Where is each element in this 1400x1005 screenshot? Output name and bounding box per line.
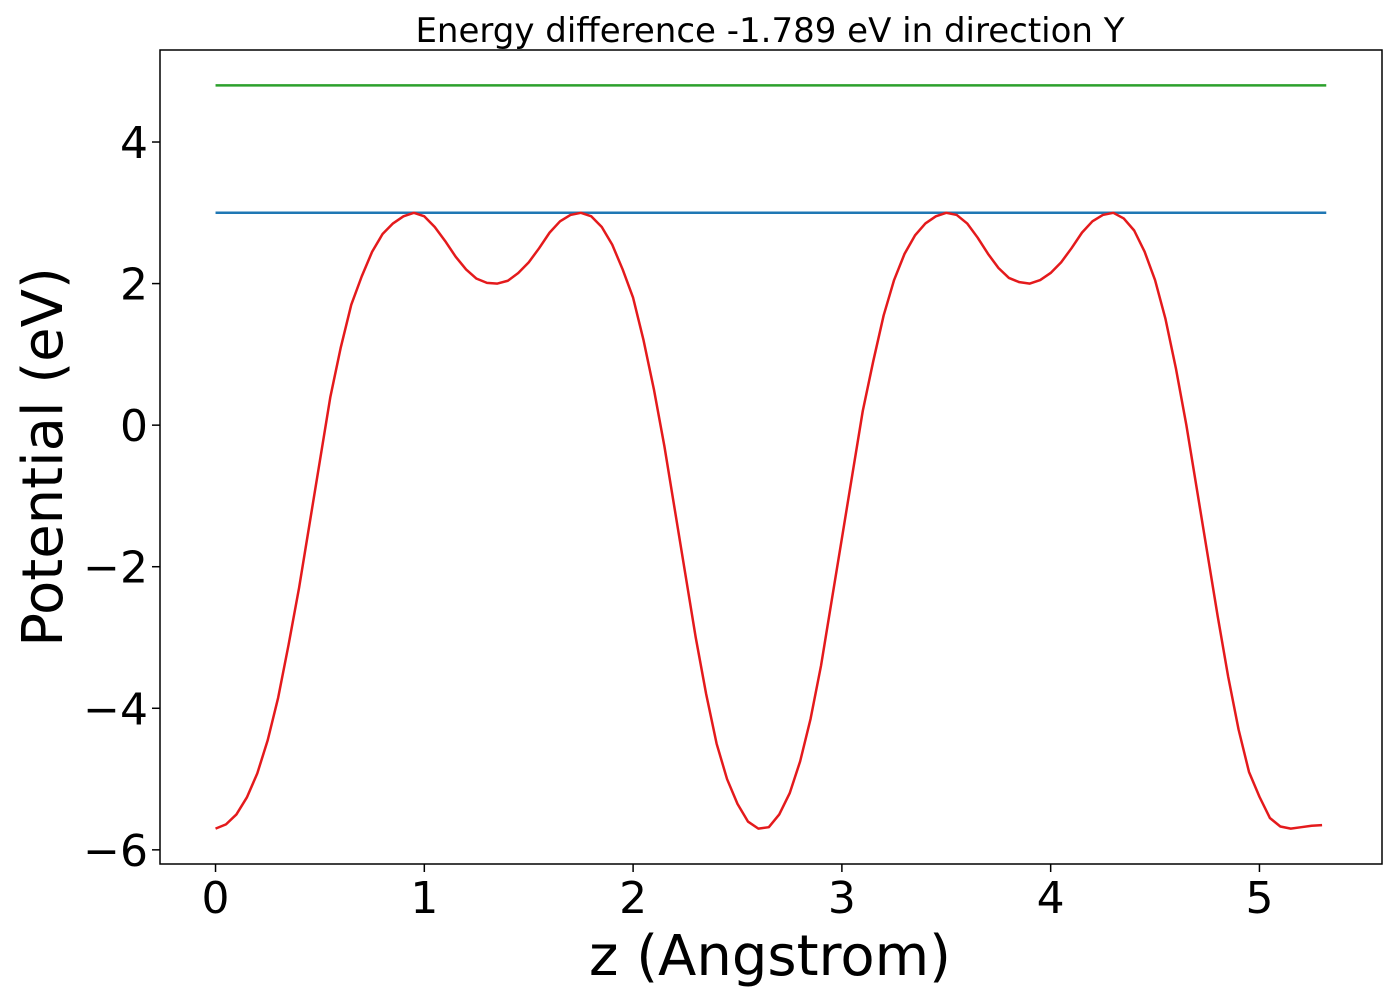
y-tick-label: −4 — [83, 684, 148, 735]
x-axis: 0 1 2 3 4 5 — [202, 864, 1273, 924]
x-tick-label: 4 — [1037, 873, 1065, 924]
y-tick-label: 2 — [120, 260, 148, 311]
y-axis: −6 −4 −2 0 2 4 — [83, 118, 160, 877]
x-tick-label: 5 — [1245, 873, 1273, 924]
x-axis-label: z (Angstrom) — [589, 924, 951, 989]
y-tick-label: 4 — [120, 118, 148, 169]
series-line-3 — [215, 211, 1323, 830]
x-tick-label: 0 — [202, 873, 230, 924]
y-tick-label: −2 — [83, 543, 148, 594]
x-tick-label: 3 — [828, 873, 856, 924]
y-tick-label: −6 — [83, 826, 148, 877]
x-tick-label: 2 — [619, 873, 647, 924]
x-tick-label: 1 — [410, 873, 438, 924]
y-axis-label: Potential (eV) — [11, 267, 76, 647]
plot-frame — [159, 49, 1383, 865]
series-layer — [215, 84, 1327, 830]
chart-title: Energy difference -1.789 eV in direction… — [415, 11, 1124, 51]
y-tick-label: 0 — [120, 401, 148, 452]
